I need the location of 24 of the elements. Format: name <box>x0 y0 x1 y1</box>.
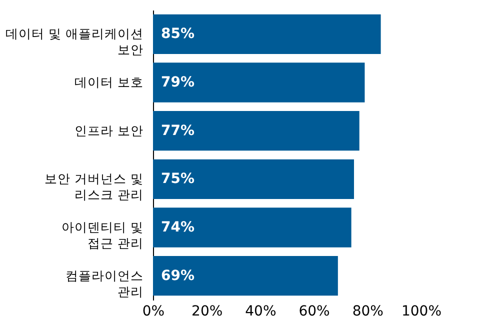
bar <box>153 159 354 199</box>
y-tick-label: 인프라 보안 <box>74 122 144 138</box>
data-label: 75% <box>161 171 195 188</box>
x-tick-label: 60% <box>298 304 330 320</box>
data-label: 74% <box>161 220 195 236</box>
x-tick-label: 20% <box>192 304 223 320</box>
data-label: 79% <box>161 74 195 90</box>
data-label: 69% <box>161 268 195 284</box>
y-tick-label: 보안 거버넌스 및 리스크 관리 <box>44 171 144 202</box>
bar <box>153 62 365 102</box>
y-tick-label: 데이터 보호 <box>74 74 144 90</box>
x-tick-label: 100% <box>401 304 442 320</box>
x-tick-label: 0% <box>142 304 165 320</box>
x-tick-label: 40% <box>245 304 276 320</box>
bar <box>153 111 360 151</box>
y-tick-label: 데이터 및 애플리케이션 보안 <box>6 26 144 58</box>
y-tick-label: 아이덴티티 및 접근 관리 <box>62 220 144 250</box>
bar <box>153 256 338 296</box>
data-label: 85% <box>161 26 195 42</box>
bar <box>153 14 381 54</box>
x-tick-label: 80% <box>352 304 384 320</box>
bar <box>153 208 352 248</box>
data-label: 77% <box>161 122 195 139</box>
y-tick-label: 컴플라이언스 관리 <box>66 268 144 299</box>
